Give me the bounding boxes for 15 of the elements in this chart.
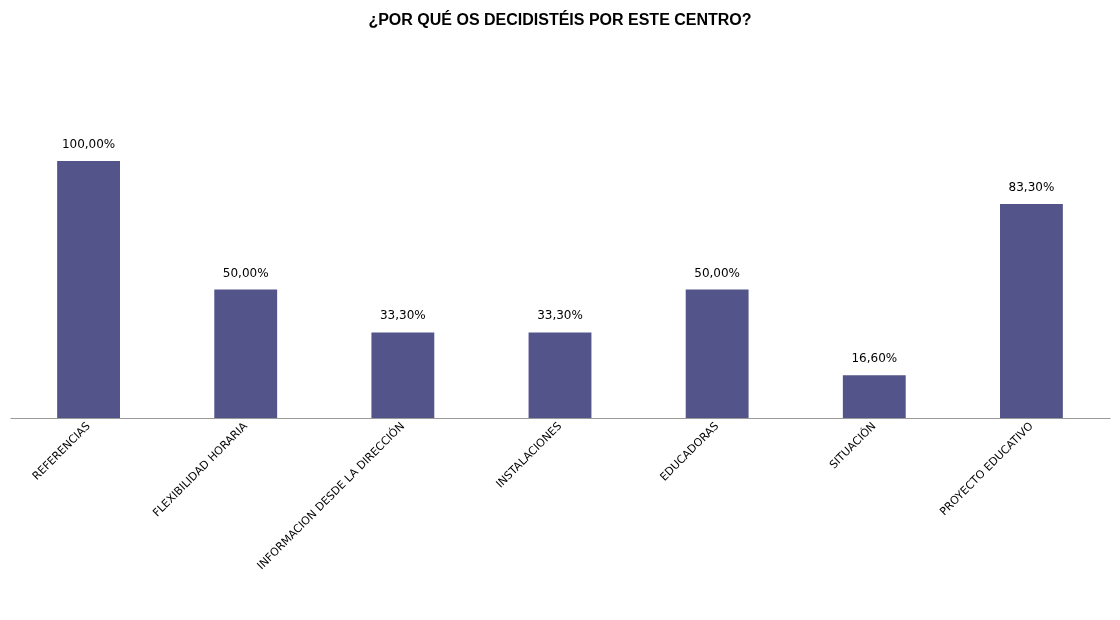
data-label: 50,00% xyxy=(222,265,269,280)
bar xyxy=(685,289,749,418)
bar xyxy=(214,289,278,418)
chart-title: ¿POR QUÉ OS DECIDISTÉIS POR ESTE CENTRO? xyxy=(368,10,752,28)
data-label: 100,00% xyxy=(61,137,116,151)
bar xyxy=(57,161,120,418)
data-label: 50,00% xyxy=(694,265,741,280)
data-label: 33,30% xyxy=(537,308,583,323)
data-label: 33,30% xyxy=(379,308,426,323)
bar xyxy=(842,375,906,418)
bar xyxy=(371,332,435,418)
data-label: 83,30% xyxy=(1008,179,1055,194)
bar xyxy=(1000,203,1063,418)
data-label: 16,60% xyxy=(851,351,898,366)
bar xyxy=(528,332,592,418)
